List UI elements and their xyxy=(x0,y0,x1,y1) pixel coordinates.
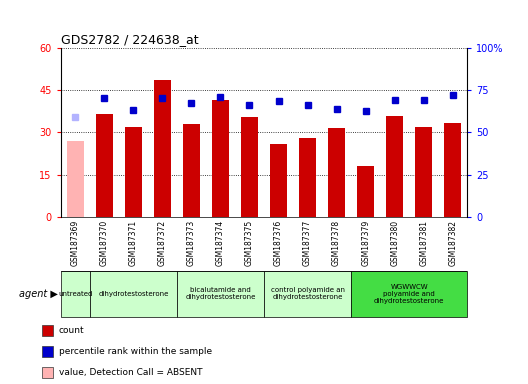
Bar xyxy=(444,122,461,217)
Text: GSM187370: GSM187370 xyxy=(100,220,109,266)
Text: GSM187369: GSM187369 xyxy=(71,220,80,266)
Bar xyxy=(241,117,258,217)
Bar xyxy=(177,271,264,317)
Bar xyxy=(328,128,345,217)
Text: GSM187380: GSM187380 xyxy=(390,220,399,266)
Text: GSM187371: GSM187371 xyxy=(129,220,138,266)
Bar xyxy=(270,144,287,217)
Bar xyxy=(125,127,142,217)
Bar xyxy=(415,127,432,217)
Text: agent ▶: agent ▶ xyxy=(19,289,58,299)
Text: GSM187373: GSM187373 xyxy=(187,220,196,266)
Text: GSM187372: GSM187372 xyxy=(158,220,167,266)
Text: count: count xyxy=(59,326,84,335)
Bar xyxy=(61,271,90,317)
Text: GSM187378: GSM187378 xyxy=(332,220,341,266)
Text: percentile rank within the sample: percentile rank within the sample xyxy=(59,347,212,356)
Bar xyxy=(351,271,467,317)
Bar xyxy=(90,271,177,317)
Text: dihydrotestosterone: dihydrotestosterone xyxy=(98,291,168,297)
Bar xyxy=(42,367,53,378)
Text: GSM187379: GSM187379 xyxy=(361,220,370,266)
Text: control polyamide an
dihydrotestosterone: control polyamide an dihydrotestosterone xyxy=(270,287,345,300)
Bar xyxy=(42,346,53,358)
Bar xyxy=(183,124,200,217)
Text: GDS2782 / 224638_at: GDS2782 / 224638_at xyxy=(61,33,199,46)
Text: GSM187377: GSM187377 xyxy=(303,220,312,266)
Text: GSM187375: GSM187375 xyxy=(245,220,254,266)
Text: untreated: untreated xyxy=(58,291,92,297)
Text: GSM187381: GSM187381 xyxy=(419,220,428,266)
Text: value, Detection Call = ABSENT: value, Detection Call = ABSENT xyxy=(59,368,202,377)
Bar xyxy=(386,116,403,217)
Bar xyxy=(67,141,84,217)
Text: WGWWCW
polyamide and
dihydrotestosterone: WGWWCW polyamide and dihydrotestosterone xyxy=(374,284,445,304)
Text: GSM187376: GSM187376 xyxy=(274,220,283,266)
Bar xyxy=(154,80,171,217)
Text: bicalutamide and
dihydrotestosterone: bicalutamide and dihydrotestosterone xyxy=(185,287,256,300)
Text: GSM187382: GSM187382 xyxy=(448,220,457,266)
Text: GSM187374: GSM187374 xyxy=(216,220,225,266)
Bar xyxy=(96,114,113,217)
Bar xyxy=(42,325,53,336)
Bar xyxy=(357,166,374,217)
Bar xyxy=(212,100,229,217)
Bar xyxy=(264,271,351,317)
Bar xyxy=(299,138,316,217)
